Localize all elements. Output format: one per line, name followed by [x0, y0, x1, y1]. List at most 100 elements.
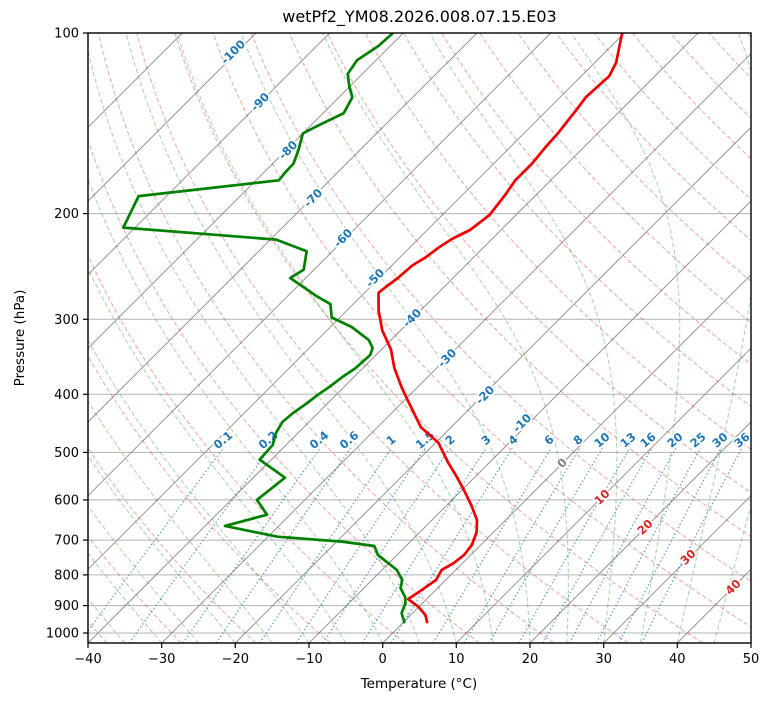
mixing-ratio-line — [128, 447, 271, 643]
dry-adiabat-line — [632, 33, 751, 160]
y-tick-label: 900 — [54, 599, 79, 614]
mixing-ratio-line — [182, 447, 321, 643]
dry-adiabat-line — [250, 33, 751, 583]
moist-adiabat-line — [88, 454, 236, 643]
dry-adiabat-line — [441, 33, 751, 365]
x-tick-label: −20 — [222, 652, 249, 667]
dry-adiabat-line — [88, 138, 480, 643]
isotherm-line — [750, 642, 751, 643]
mixing-ratio-label: 0.6 — [337, 428, 362, 452]
moist-adiabat-line — [570, 33, 681, 643]
dry-adiabat-line — [555, 33, 751, 241]
dry-adiabat-line — [212, 33, 751, 628]
y-tick-label: 400 — [54, 388, 79, 403]
plot-border — [87, 32, 752, 644]
mixing-ratio-line — [215, 447, 352, 643]
moist-adiabat-line — [88, 48, 421, 643]
isotherm-label: -100 — [218, 37, 248, 67]
isotherm-label: 10 — [591, 486, 612, 507]
mixing-ratio-line — [432, 447, 552, 643]
dry-adiabat-line — [136, 33, 629, 643]
x-tick-label: 50 — [743, 652, 760, 667]
mixing-ratio-label: 8 — [570, 432, 585, 448]
y-tick-label: 300 — [54, 313, 79, 328]
moist-adiabat-line — [322, 33, 569, 643]
dry-adiabat-line — [326, 33, 751, 494]
isotherm-line — [88, 33, 331, 276]
moist-adiabat-line — [240, 33, 531, 643]
x-tick-label: 30 — [595, 652, 612, 667]
mixing-ratio-line — [295, 447, 426, 643]
dry-adiabat-line — [517, 33, 751, 282]
mixing-ratio-label: 1 — [383, 432, 398, 448]
y-tick-label: 1000 — [46, 627, 79, 642]
y-tick-label: 800 — [54, 568, 79, 583]
isotherm-line — [382, 273, 751, 643]
y-tick-label: 500 — [54, 446, 79, 461]
isotherm-label: -50 — [363, 266, 388, 291]
x-tick-label: 20 — [522, 652, 539, 667]
plot-lines-group: -100-90-80-70-60-50-40-30-20-10010203040… — [88, 33, 752, 643]
x-tick-label: 10 — [448, 652, 465, 667]
moist-adiabat-line — [88, 267, 347, 643]
mixing-ratio-label: 25 — [687, 429, 708, 450]
moist-adiabat-line — [88, 339, 310, 643]
mixing-ratio-line — [259, 447, 392, 643]
isotherm-line — [88, 33, 257, 202]
moist-adiabat-line — [429, 33, 618, 643]
x-axis-label: Temperature (°C) — [360, 676, 478, 692]
isotherm-label: -20 — [473, 383, 498, 408]
x-tick-label: 0 — [379, 652, 387, 667]
isotherm-line — [308, 200, 751, 643]
moist-adiabat-line — [88, 177, 384, 643]
isotherm-label: 20 — [634, 516, 655, 537]
mixing-ratio-line — [618, 447, 722, 643]
mixing-ratio-line — [542, 447, 653, 643]
moist-adiabat-line — [88, 400, 273, 643]
dry-adiabat-line — [88, 447, 257, 643]
mixing-ratio-label: 3 — [478, 432, 493, 448]
isotherm-line — [455, 347, 751, 643]
dry-adiabat-line — [708, 33, 751, 79]
x-tick-label: −40 — [74, 652, 101, 667]
x-tick-label: −10 — [295, 652, 322, 667]
plot-title: wetPf2_YM08.2026.008.07.15.E03 — [282, 7, 557, 26]
mixing-ratio-line — [518, 447, 631, 643]
mixing-ratio-line — [390, 447, 513, 643]
dry-adiabat-line — [365, 33, 751, 450]
dry-adiabat-line — [88, 254, 406, 643]
isotherm-label: -60 — [331, 226, 356, 251]
isotherm-line — [88, 33, 552, 497]
mixing-ratio-label: 20 — [664, 429, 685, 450]
mixing-ratio-label: 2 — [442, 432, 457, 448]
dry-adiabat-line — [88, 535, 182, 643]
isotherm-line — [603, 494, 751, 643]
mixing-ratio-line — [641, 447, 743, 643]
mixing-ratio-label: 36 — [731, 429, 752, 450]
isotherm-label: -70 — [301, 186, 326, 211]
y-axis-label: Pressure (hPa) — [12, 289, 28, 387]
dewpoint-curve — [121, 33, 407, 624]
x-tick-label: 40 — [669, 652, 686, 667]
isotherm-line — [529, 421, 751, 643]
isotherm-line — [88, 33, 478, 423]
moist-adiabat-line — [676, 33, 751, 643]
dry-adiabat-line — [479, 33, 751, 324]
dry-adiabat-line — [174, 33, 703, 643]
x-tick-label: −30 — [148, 652, 175, 667]
y-tick-label: 600 — [54, 493, 79, 508]
isotherm-line — [88, 33, 404, 350]
isotherm-line — [88, 33, 699, 643]
isotherm-line — [234, 126, 751, 643]
y-tick-label: 700 — [54, 534, 79, 549]
y-tick-label: 200 — [54, 207, 79, 222]
moist-adiabat-line — [176, 33, 494, 643]
mixing-ratio-label: 0.4 — [307, 428, 332, 452]
isotherm-label: -40 — [400, 306, 425, 331]
moist-adiabat-line — [125, 33, 457, 643]
dry-adiabat-line — [593, 33, 751, 201]
moist-adiabat-line — [713, 504, 751, 643]
mixing-ratio-label: 0.1 — [211, 428, 236, 452]
